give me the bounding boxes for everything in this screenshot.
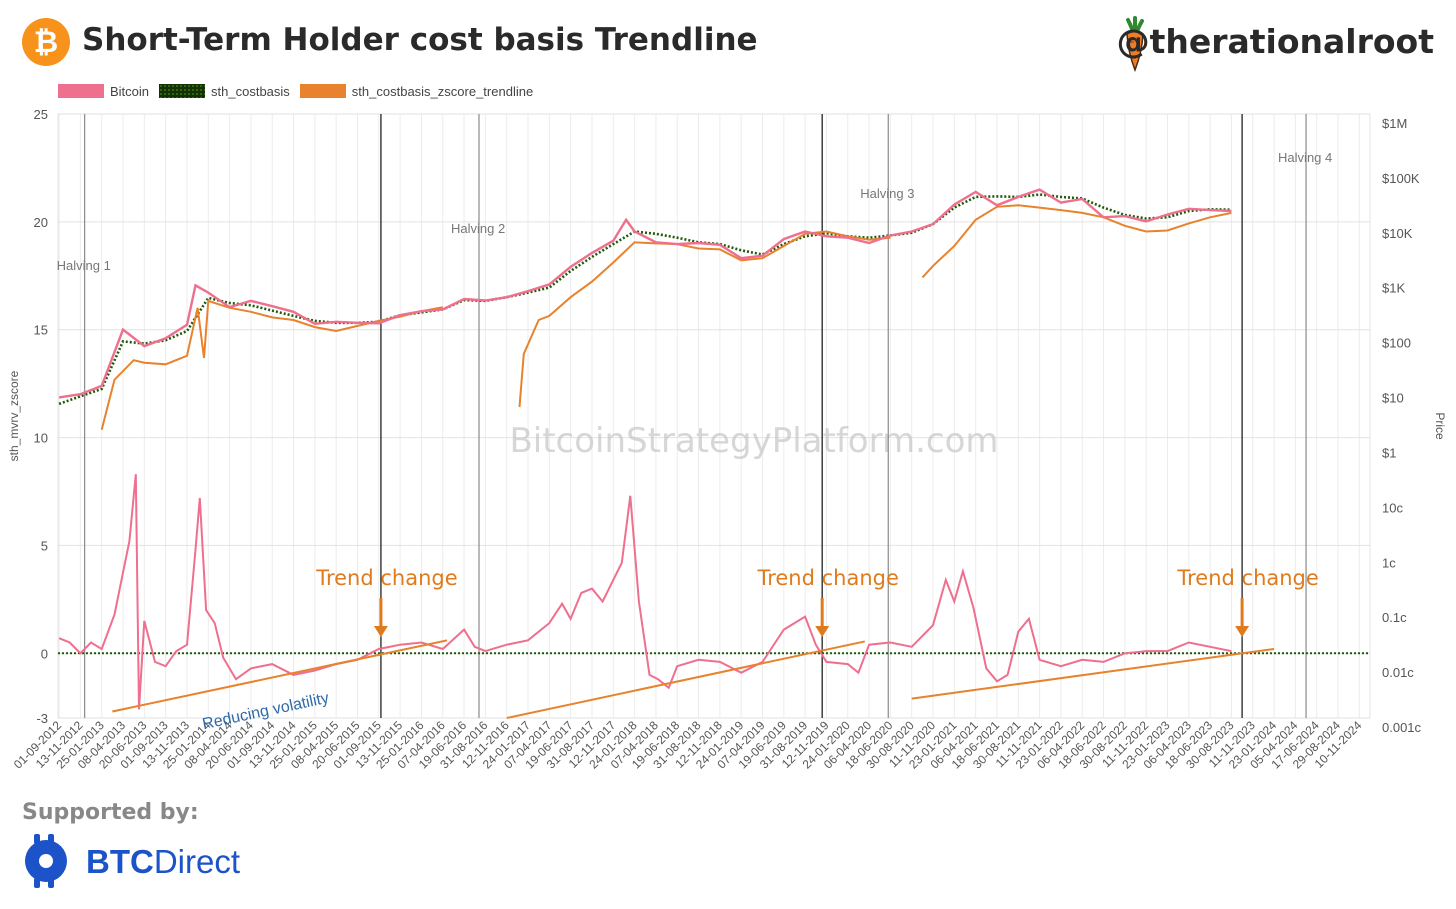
legend-swatch — [58, 84, 104, 98]
legend-item-sth-costbasis[interactable]: sth_costbasis — [159, 84, 290, 99]
right-y-tick-label: $1 — [1382, 445, 1396, 460]
series-sth-costbasis — [58, 193, 1232, 406]
trend-change-label: Trend change — [756, 566, 898, 590]
page-title: Short-Term Holder cost basis Trendline — [82, 22, 758, 58]
right-y-tick-label: 0.001c — [1382, 720, 1422, 735]
volatility-trendline — [911, 647, 1275, 700]
right-y-tick-label: 0.1c — [1382, 610, 1407, 625]
trend-change-arrowhead — [373, 626, 388, 637]
y-tick-label: 0 — [41, 646, 48, 661]
legend-label: sth_costbasis_zscore_trendline — [351, 83, 534, 99]
legend-label: Bitcoin — [110, 83, 150, 99]
halving-label: Halving 2 — [451, 221, 505, 236]
volatility-trendline — [112, 639, 448, 713]
legend-item-zscore-trendline[interactable]: sth_costbasis_zscore_trendline — [299, 83, 534, 99]
trend-change-arrowhead — [815, 626, 830, 637]
btc-direct-logo-icon — [25, 834, 67, 888]
legend-swatch — [159, 84, 206, 98]
legend-swatch — [299, 84, 346, 98]
trend-change-label: Trend change — [1176, 566, 1318, 590]
right-y-axis-title: Price — [1433, 412, 1447, 440]
series-zscore-trendline-segment — [518, 230, 891, 408]
series-zscore-trendline-segment — [921, 204, 1232, 279]
brand-light: Direct — [153, 843, 241, 880]
legend-label: sth_costbasis — [211, 83, 290, 99]
halving-label: Halving 3 — [860, 186, 914, 201]
series-bitcoin-price — [58, 188, 1232, 399]
plot-area — [57, 113, 1371, 719]
y-axis-title: sth_mvrv_zscore — [7, 370, 21, 461]
header: ₿ Short-Term Holder cost basis Trendline… — [0, 0, 1456, 84]
y-tick-label: 10 — [34, 431, 48, 446]
halving-label: Halving 1 — [57, 258, 111, 273]
right-y-tick-label: $100 — [1382, 336, 1411, 351]
y-tick-label: 5 — [41, 538, 48, 553]
trend-change-label: Trend change — [315, 566, 457, 590]
right-y-tick-label: $10 — [1382, 391, 1404, 406]
halving-label: Halving 4 — [1278, 150, 1332, 165]
right-y-tick-label: 0.01c — [1382, 665, 1414, 680]
y-tick-label: 25 — [34, 107, 48, 122]
legend-item-bitcoin[interactable]: Bitcoin — [58, 84, 149, 99]
bitcoin-logo-icon: ₿ — [22, 18, 70, 66]
y-tick-label: 15 — [34, 323, 48, 338]
chart: 25 20 15 10 5 0 -3 $1M $100K $10K $1K $100 $10 $1 10c 1… — [7, 107, 1447, 772]
right-y-tick-label: 10c — [1382, 500, 1403, 515]
btc-direct-wordmark: BTCDirect — [86, 843, 240, 881]
carrot-icon — [1126, 16, 1144, 72]
right-y-tick-label: $10K — [1382, 226, 1413, 241]
trend-change-arrowhead — [1235, 626, 1250, 637]
watermark: BitcoinStrategyPlatform.com — [509, 421, 998, 461]
series-zscore-trendline-segment — [100, 299, 443, 431]
y-tick-label: 20 — [34, 215, 48, 230]
volatility-trendline — [506, 640, 866, 719]
right-y-tick-label: $1K — [1382, 281, 1405, 296]
right-y-tick-label: $1M — [1382, 116, 1407, 131]
right-y-tick-label: 1c — [1382, 555, 1396, 570]
chart-legend: Bitcoin sth_costbasis sth_costbasis_zsco… — [58, 82, 543, 100]
series-bitcoin-zscore — [58, 474, 1232, 710]
y-tick-label: -3 — [36, 711, 48, 726]
supported-by-label: Supported by: — [22, 800, 199, 825]
right-y-tick-label: $100K — [1382, 171, 1420, 186]
author-handle: @therationalroot — [1116, 22, 1434, 61]
brand-bold: BTC — [86, 843, 154, 880]
